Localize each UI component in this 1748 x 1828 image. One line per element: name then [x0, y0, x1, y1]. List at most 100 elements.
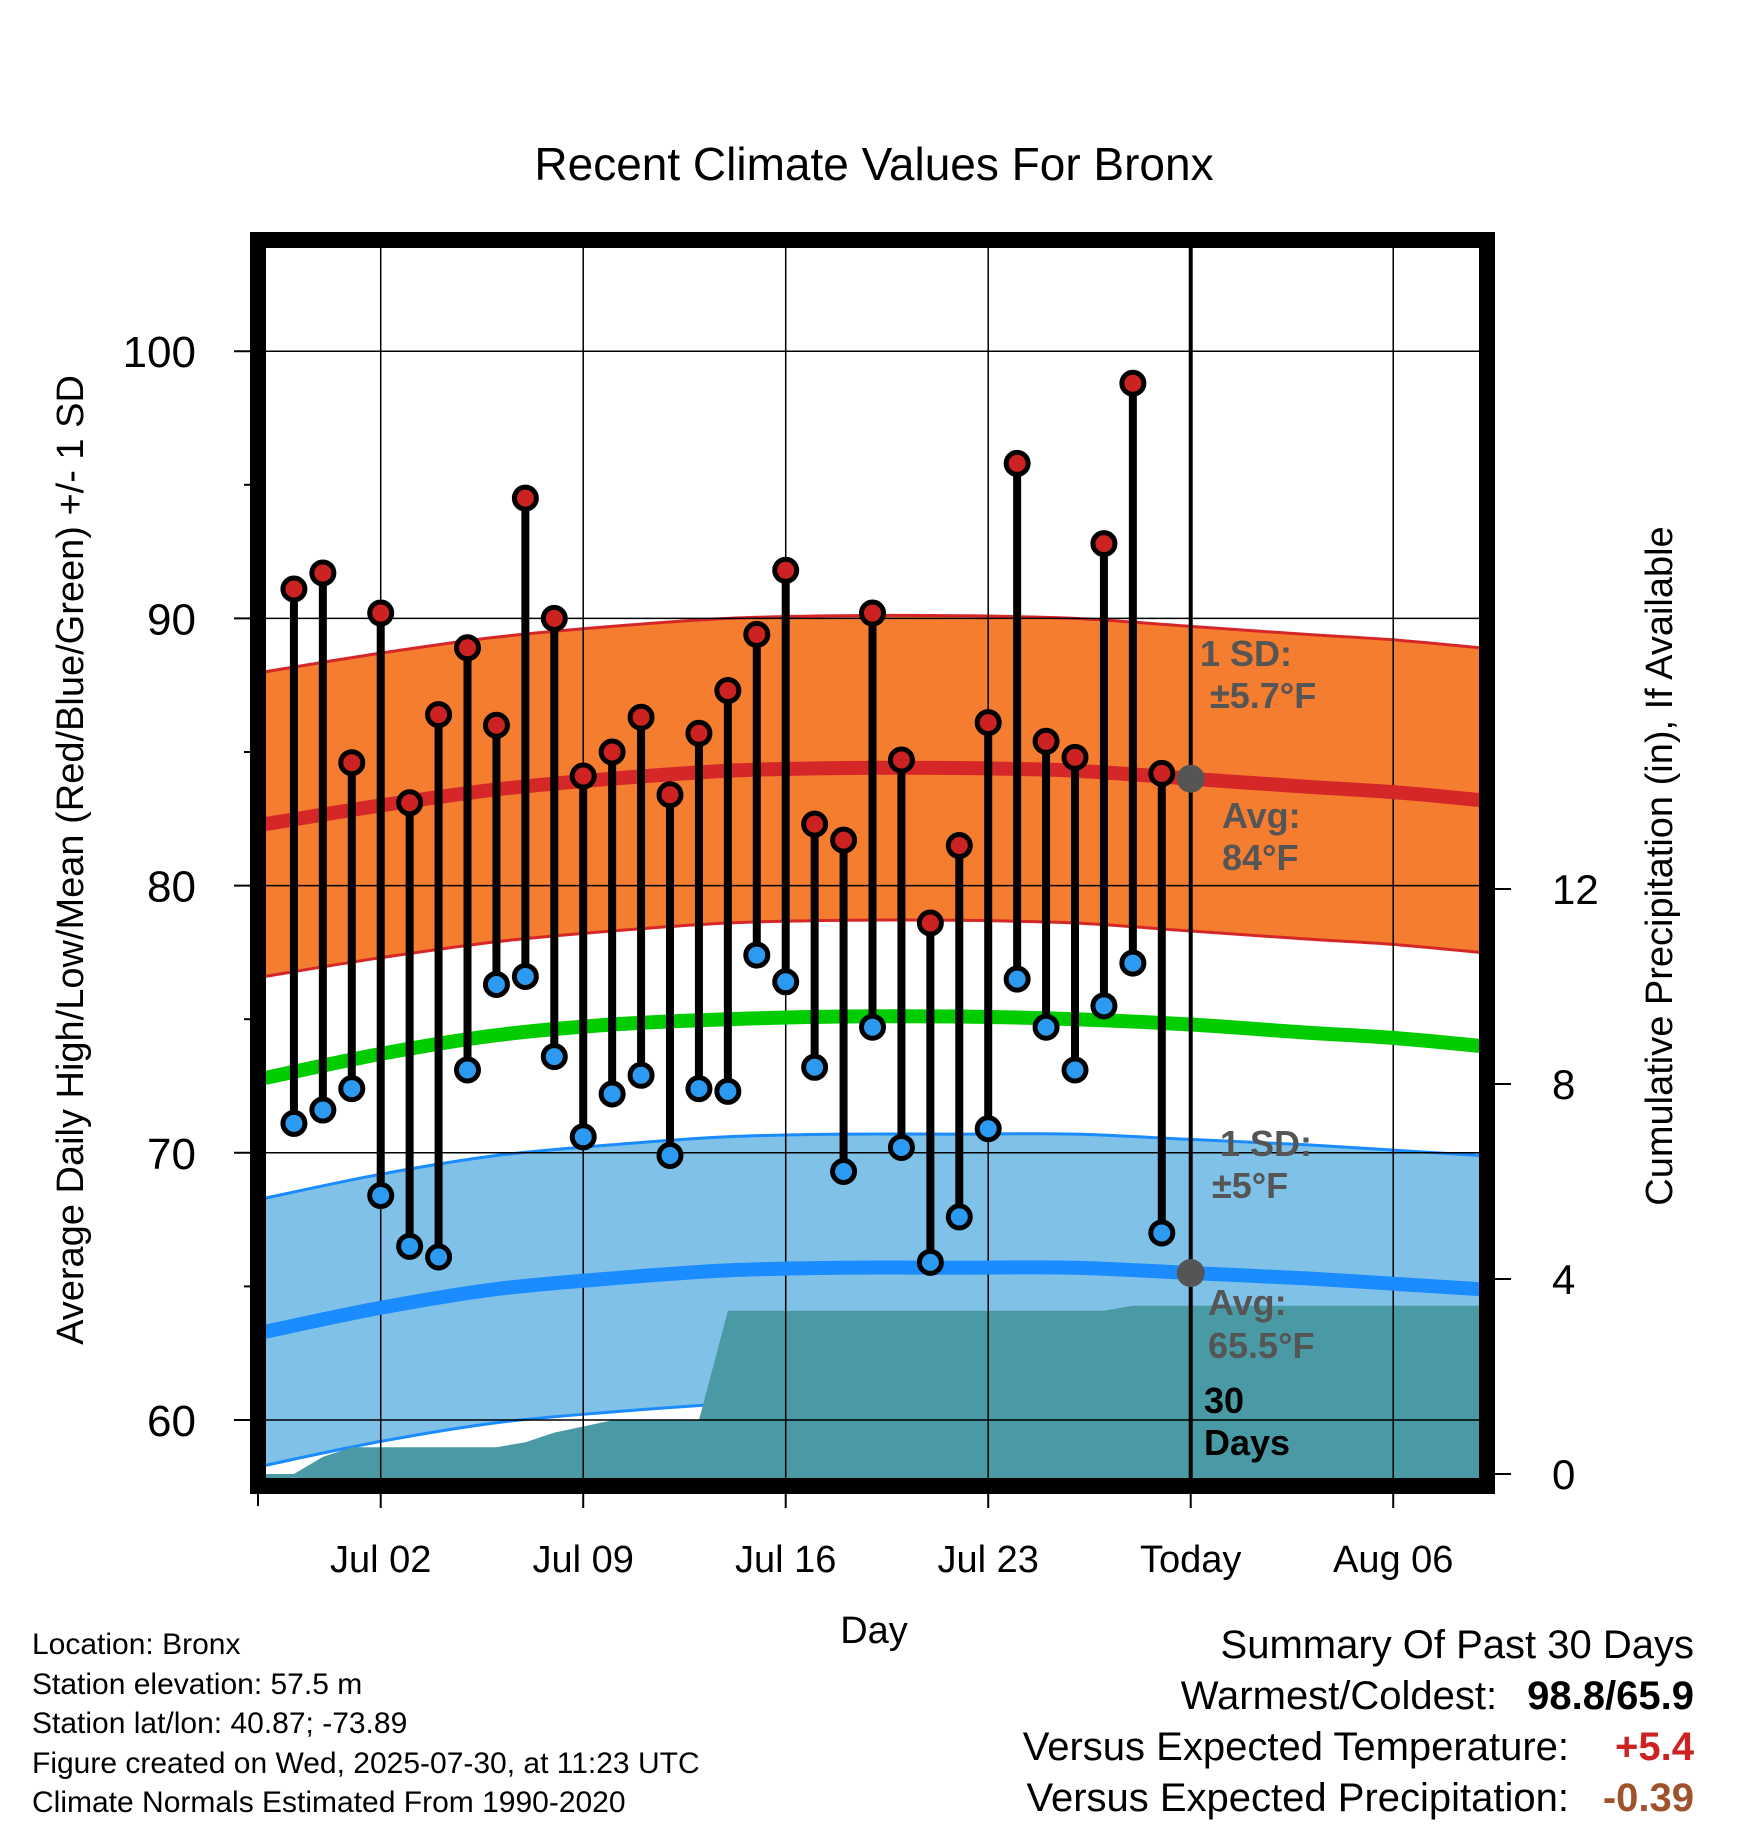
y-tick-label: 80 [147, 863, 196, 912]
daily-low-point [656, 1141, 684, 1169]
daily-high-point [887, 746, 915, 774]
x-tick-label: Jul 16 [735, 1539, 836, 1581]
daily-low-point [887, 1133, 915, 1161]
daily-high-point [685, 719, 713, 747]
daily-low-point [916, 1248, 944, 1276]
daily-low-point [974, 1115, 1002, 1143]
daily-low-point [627, 1061, 655, 1089]
daily-high-point [1119, 369, 1147, 397]
annotation-line1: 1 SD: [1200, 633, 1292, 674]
y-tick-label: 70 [147, 1130, 196, 1179]
latlon-text: Station lat/lon: 40.87; -73.89 [32, 1707, 408, 1740]
annotation-line2: 84°F [1222, 837, 1298, 878]
daily-high-point [1032, 727, 1060, 755]
daily-low-point [1090, 992, 1118, 1020]
daily-low-point [801, 1053, 829, 1081]
daily-low-point [598, 1080, 626, 1108]
daily-high-point [801, 810, 829, 838]
daily-low-point [396, 1232, 424, 1260]
daily-high-point [569, 762, 597, 790]
daily-low-point [280, 1109, 308, 1137]
daily-high-point [425, 701, 453, 729]
y-tick-label: 100 [123, 328, 196, 377]
daily-high-point [1090, 530, 1118, 558]
daily-high-point [482, 711, 510, 739]
daily-low-point [743, 941, 771, 969]
high-sd-band-upper-edge [265, 613, 1480, 674]
y2-tick-label: 8 [1552, 1061, 1575, 1108]
x-tick-label: Today [1140, 1539, 1241, 1581]
precip-row: Versus Expected Precipitation: -0.39 [794, 1773, 1694, 1824]
daily-high-point [367, 599, 395, 627]
chart-title: Recent Climate Values For Bronx [534, 138, 1213, 190]
daily-high-point [830, 826, 858, 854]
precip-anomaly-value: -0.39 [1602, 1776, 1694, 1820]
daily-high-point [1003, 449, 1031, 477]
annotation-line1: Avg: [1208, 1282, 1287, 1323]
daily-low-point [367, 1182, 395, 1210]
summary-heading: Summary Of Past 30 Days [1220, 1623, 1694, 1667]
y-tick-label: 90 [147, 595, 196, 644]
y2-tick-label: 0 [1552, 1451, 1575, 1498]
daily-low-point [1032, 1013, 1060, 1041]
low-sd-band-upper-edge [265, 1132, 1480, 1200]
y2-tick-label: 4 [1552, 1256, 1575, 1303]
daily-high-point [627, 703, 655, 731]
daily-low-point [569, 1123, 597, 1151]
warmest-value: 98.8 [1527, 1674, 1606, 1718]
warm-cold-slash: / [1605, 1674, 1617, 1718]
daily-high-point [714, 677, 742, 705]
daily-low-point [714, 1077, 742, 1105]
daily-high-point [338, 749, 366, 777]
summary-panel: Summary Of Past 30 Days Warmest/Coldest:… [794, 1620, 1694, 1824]
normals-text: Climate Normals Estimated From 1990-2020 [32, 1786, 626, 1819]
warm-cold-value: 98.8/65.9 [1527, 1671, 1694, 1722]
x-axis-label: Day [840, 1610, 908, 1652]
temp-label: Versus Expected Temperature: [1022, 1725, 1569, 1769]
temp-anomaly-value: +5.4 [1615, 1725, 1694, 1769]
daily-high-point [656, 781, 684, 809]
daily-low-point [772, 968, 800, 996]
x-tick-label: Jul 23 [938, 1539, 1039, 1581]
daily-low-point [1003, 965, 1031, 993]
annotation-line1: 1 SD: [1220, 1123, 1312, 1164]
daily-high-point [396, 789, 424, 817]
daily-high-point [540, 604, 568, 632]
daily-high-point [945, 832, 973, 860]
warm-cold-label: Warmest/Coldest: [1180, 1674, 1498, 1718]
daily-low-point [859, 1013, 886, 1041]
daily-high-point [974, 709, 1002, 737]
annotation-line2: 65.5°F [1208, 1325, 1314, 1366]
daily-low-point [1061, 1056, 1089, 1084]
x-tick-label: Jul 02 [330, 1539, 431, 1581]
y2-axis-label: Cumulative Precipitation (in), If Availa… [1639, 526, 1681, 1205]
axes: 60 70 80 90 100 0 4 8 12 Jul 02 Jul 09 Jul 16 Jul 23… [123, 232, 1599, 1581]
low-average-line [265, 1260, 1480, 1339]
annotation-line2: ±5°F [1212, 1165, 1288, 1206]
daily-high-point [1148, 759, 1176, 787]
daily-low-point [1148, 1219, 1176, 1247]
daily-high-point [772, 556, 800, 584]
mean-average-line [265, 1009, 1480, 1085]
daily-low-point [309, 1096, 337, 1124]
y2-tick-label: 12 [1552, 866, 1599, 913]
temp-row: Versus Expected Temperature: +5.4 [794, 1722, 1694, 1773]
elevation-text: Station elevation: 57.5 m [32, 1667, 363, 1701]
warm-cold-row: Warmest/Coldest: 98.8/65.9 [794, 1671, 1694, 1722]
plot-clip-group [265, 246, 1480, 1479]
annotation-line1: Avg: [1222, 795, 1301, 836]
daily-low-point [338, 1075, 366, 1103]
annotation-line2: ±5.7°F [1210, 675, 1316, 716]
daily-low-point [454, 1056, 481, 1084]
daily-low-point [425, 1243, 453, 1271]
today-high-avg-marker [1176, 764, 1205, 793]
daily-low-point [511, 962, 539, 990]
daily-high-point [511, 484, 539, 512]
daily-low-point [482, 970, 510, 998]
daily-high-point [598, 738, 626, 766]
y-axis-label: Average Daily High/Low/Mean (Red/Blue/Gr… [50, 375, 92, 1345]
daily-low-point [685, 1075, 713, 1103]
high-sd-band-lower-edge [265, 918, 1480, 978]
